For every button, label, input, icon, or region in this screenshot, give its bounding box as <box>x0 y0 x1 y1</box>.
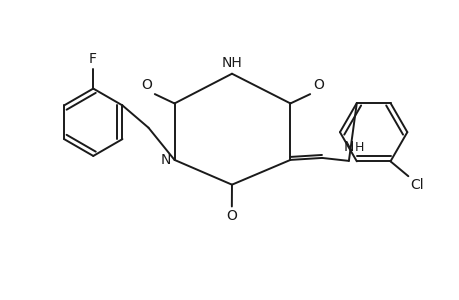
Text: O: O <box>226 209 237 224</box>
Text: N: N <box>160 153 170 167</box>
Text: N: N <box>343 140 353 154</box>
Text: H: H <box>354 141 364 154</box>
Text: NH: NH <box>221 56 242 70</box>
Text: F: F <box>88 52 96 66</box>
Text: O: O <box>140 78 151 92</box>
Text: Cl: Cl <box>409 178 423 192</box>
Text: O: O <box>313 78 323 92</box>
